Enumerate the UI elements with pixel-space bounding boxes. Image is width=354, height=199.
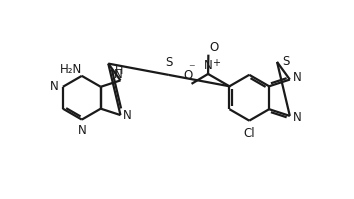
Text: H₂N: H₂N xyxy=(59,63,82,76)
Text: H: H xyxy=(115,66,123,76)
Text: N: N xyxy=(50,80,59,93)
Text: N: N xyxy=(78,124,86,137)
Text: O: O xyxy=(210,41,219,54)
Text: O: O xyxy=(183,68,193,82)
Text: N: N xyxy=(114,68,123,81)
Text: S: S xyxy=(165,56,172,69)
Text: N: N xyxy=(293,111,302,124)
Text: ⁻: ⁻ xyxy=(188,62,195,75)
Text: N: N xyxy=(123,109,132,122)
Text: +: + xyxy=(212,58,220,68)
Text: N: N xyxy=(204,59,212,72)
Text: S: S xyxy=(282,56,290,68)
Text: Cl: Cl xyxy=(244,127,255,140)
Text: N: N xyxy=(293,71,302,84)
